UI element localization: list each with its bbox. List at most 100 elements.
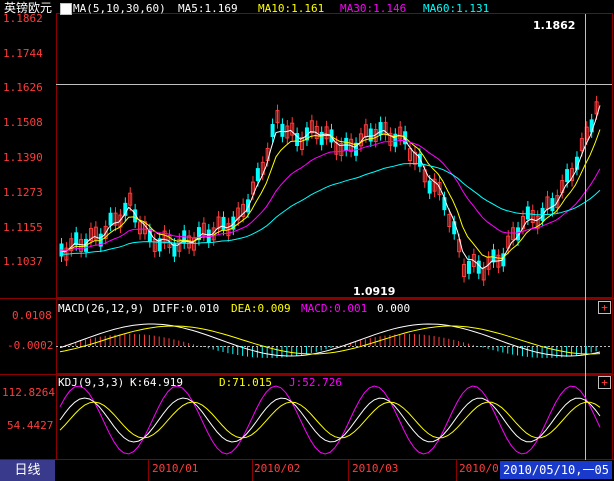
candle-body xyxy=(432,178,437,192)
candle-body xyxy=(290,122,295,136)
macd-extra: 0.000 xyxy=(377,302,411,315)
ma10-value: MA10:1.161 xyxy=(258,2,325,15)
candle-body xyxy=(368,128,373,142)
candle-body xyxy=(128,192,133,206)
candle-body xyxy=(530,210,535,224)
cursor-date-text: 2010/05/10,一 xyxy=(503,463,595,477)
price-tick: 1.1862 xyxy=(3,12,43,25)
kdj-k-line xyxy=(59,397,601,443)
macd-tick: 0.0108 xyxy=(12,309,52,322)
ma30-value: MA30:1.146 xyxy=(340,2,407,15)
date-tick: 2010/01 xyxy=(152,462,199,475)
candle-body xyxy=(255,168,260,182)
candle-body xyxy=(221,216,226,230)
candle-body xyxy=(344,137,349,151)
candle-body xyxy=(437,182,442,196)
macd-value: MACD:0.001 xyxy=(301,302,368,315)
kdj-k: K:64.919 xyxy=(130,376,183,389)
candle-body xyxy=(565,169,570,183)
candle-body xyxy=(408,148,413,162)
ma60-line xyxy=(59,162,601,255)
candle-body xyxy=(466,260,471,274)
candle-body xyxy=(236,207,241,221)
candle-body xyxy=(491,249,496,263)
candle-body xyxy=(535,215,540,229)
candle-body xyxy=(275,110,280,124)
macd-tick: -0.0002 xyxy=(7,339,54,352)
cursor-date-tail: 05 xyxy=(594,463,609,477)
ma30-line xyxy=(59,139,601,251)
candle-body xyxy=(152,238,157,252)
candle-body xyxy=(447,214,452,228)
price-tick: 1.1626 xyxy=(3,81,43,94)
kdj-tick: 54.4427 xyxy=(7,419,54,432)
candle-body xyxy=(412,151,417,165)
candle-body xyxy=(201,222,206,236)
ma-params: MA(5,10,30,60) xyxy=(73,2,166,15)
kdj-d: D:71.015 xyxy=(219,376,272,389)
candle-body xyxy=(295,133,300,147)
candle-body xyxy=(300,136,305,150)
candle-body xyxy=(162,230,167,244)
date-tick: 2010/0 xyxy=(459,462,499,475)
price-tick: 1.1037 xyxy=(3,255,43,268)
kdj-tick: 112.8264 xyxy=(2,386,55,399)
candle-body xyxy=(388,132,393,146)
high-annotation: 1.1862 xyxy=(533,19,576,32)
low-annotation: 1.0919 xyxy=(353,285,396,298)
date-tick: 2010/03 xyxy=(352,462,399,475)
candle-body xyxy=(555,195,560,209)
candle-body xyxy=(462,264,467,278)
ma-toggle-icon[interactable] xyxy=(60,3,72,15)
kdj-j-line xyxy=(59,385,601,455)
macd-diff-line xyxy=(59,323,601,357)
candle-body xyxy=(93,226,98,240)
candle-body xyxy=(339,142,344,156)
candle-body xyxy=(280,123,285,137)
macd-params: MACD(26,12,9) xyxy=(58,302,145,315)
price-tick: 1.1273 xyxy=(3,186,43,199)
candle-body xyxy=(196,227,201,241)
candle-body xyxy=(103,225,108,239)
kdj-d-line xyxy=(59,401,601,439)
macd-panel-frame xyxy=(56,299,613,374)
kdj-j: J:52.726 xyxy=(289,376,342,389)
candle-body xyxy=(113,212,118,226)
candle-body xyxy=(393,133,398,147)
instrument-name: 英镑欧元 xyxy=(4,1,53,15)
price-tick: 1.1508 xyxy=(3,116,43,129)
candle-body xyxy=(138,221,143,235)
candle-body xyxy=(398,126,403,140)
candle-body xyxy=(511,227,516,241)
candle-body xyxy=(476,260,481,274)
price-tick: 1.1155 xyxy=(3,221,43,234)
candle-body xyxy=(74,232,79,246)
candle-body xyxy=(270,124,275,138)
candle-body xyxy=(88,228,93,242)
candle-body xyxy=(69,238,74,252)
candle-body xyxy=(550,198,555,212)
macd-dea: DEA:0.009 xyxy=(231,302,291,315)
candle-body xyxy=(324,126,329,140)
ma60-value: MA60:1.131 xyxy=(423,2,490,15)
candle-body xyxy=(525,206,530,220)
candle-body xyxy=(378,122,383,136)
daily-period-tab[interactable]: 日线 xyxy=(0,460,55,481)
candle-body xyxy=(157,238,162,252)
candle-body xyxy=(471,254,476,268)
candle-body xyxy=(594,101,599,115)
macd-plus-icon[interactable]: + xyxy=(598,301,611,314)
candle-body xyxy=(250,181,255,195)
kdj-params: KDJ(9,3,3) xyxy=(58,376,125,389)
candle-body xyxy=(241,203,246,217)
candle-body xyxy=(417,153,422,167)
candle-body xyxy=(123,202,128,216)
candle-body xyxy=(319,131,324,145)
ma5-value: MA5:1.169 xyxy=(178,2,238,15)
candle-body xyxy=(309,120,314,134)
candle-body xyxy=(427,180,432,194)
kdj-plus-icon[interactable]: + xyxy=(598,376,611,389)
candle-body xyxy=(172,243,177,257)
